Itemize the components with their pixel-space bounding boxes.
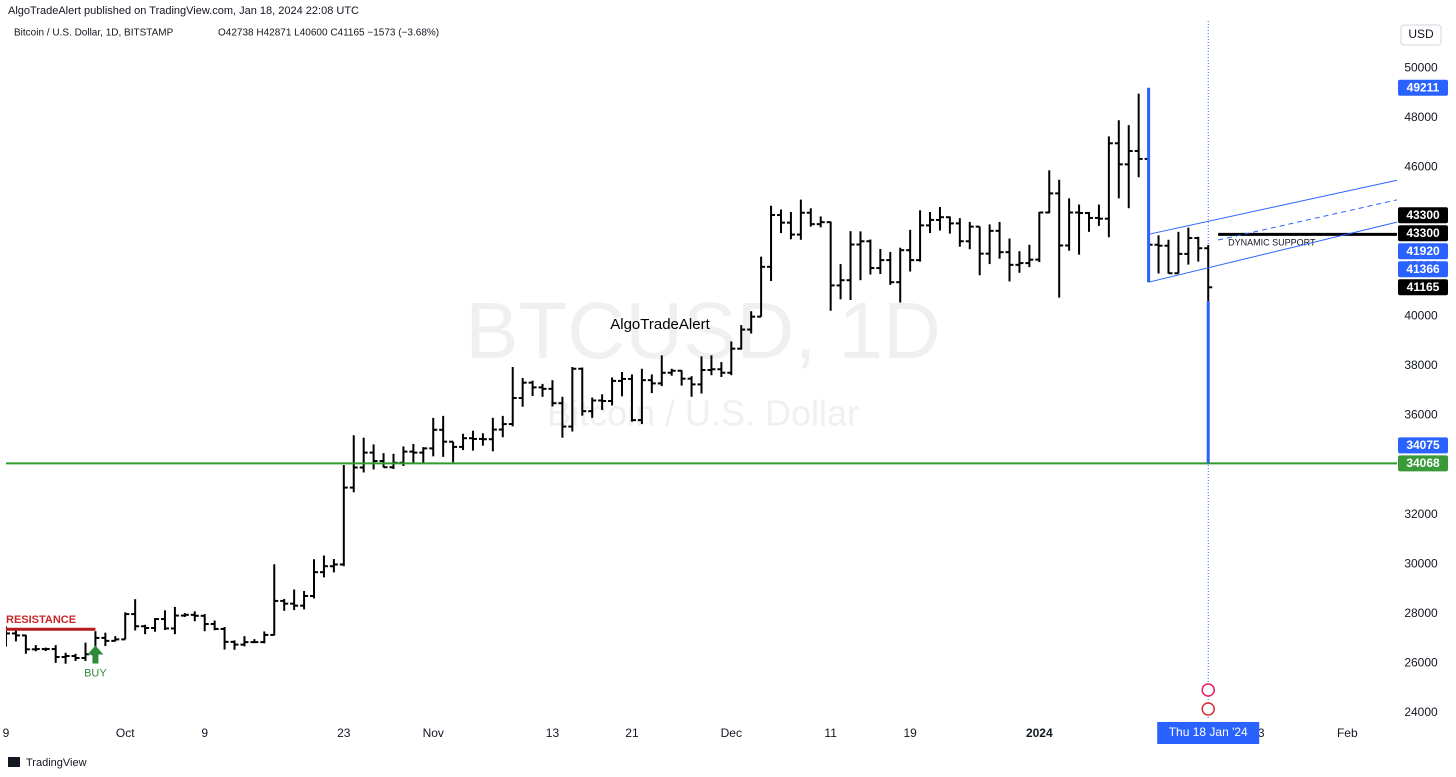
price-label-box xyxy=(1398,79,1448,96)
y-tick-label: 28000 xyxy=(1404,606,1438,620)
price-label: 41366 xyxy=(1406,262,1440,276)
drawing-line xyxy=(1148,221,1397,283)
watermark: BTCUSD, 1D xyxy=(465,286,941,375)
price-label: 49211 xyxy=(1407,80,1440,94)
y-tick-label: 40000 xyxy=(1404,308,1438,322)
event-icon xyxy=(1201,683,1215,697)
buy-label: BUY xyxy=(84,667,107,679)
price-label: 41165 xyxy=(1407,280,1440,294)
price-label: 41920 xyxy=(1406,244,1440,258)
y-tick-label: 36000 xyxy=(1404,408,1438,422)
ohlc-legend: O42738 H42871 L40600 C41165 −1573 (−3.68… xyxy=(218,28,439,39)
price-label-box xyxy=(1398,243,1448,260)
currency-box[interactable] xyxy=(1400,24,1442,46)
y-tick-label: 30000 xyxy=(1404,556,1438,570)
watermark-subtitle: Bitcoin / U.S. Dollar xyxy=(547,393,859,434)
x-tick-label: 19 xyxy=(903,726,917,740)
drawing-line xyxy=(1218,199,1397,241)
x-tick-label: Feb xyxy=(1337,726,1358,740)
y-tick-label: 50000 xyxy=(1404,60,1438,74)
x-tick-label: 2024 xyxy=(1026,726,1053,740)
y-tick-label: 24000 xyxy=(1404,705,1438,719)
price-label-box xyxy=(1398,437,1448,454)
y-tick-label: 46000 xyxy=(1404,160,1438,174)
price-label-box xyxy=(1398,455,1448,472)
price-label: 43300 xyxy=(1406,208,1440,222)
x-tick-label: Oct xyxy=(116,726,135,740)
price-label-box xyxy=(1398,261,1448,278)
y-tick-label: 26000 xyxy=(1404,656,1438,670)
publisher: AlgoTradeAlert published on TradingView.… xyxy=(8,5,359,17)
x-tick-label: 9 xyxy=(3,726,10,740)
price-label-box xyxy=(1398,207,1448,224)
price-label-box xyxy=(1398,279,1448,296)
price-label: 43300 xyxy=(1406,226,1440,240)
drawing-label: DYNAMIC SUPPORT xyxy=(1228,238,1316,248)
x-tick-label: 13 xyxy=(546,726,560,740)
currency[interactable]: USD xyxy=(1408,27,1434,41)
tv-logo xyxy=(8,757,20,767)
crosshair-label-box xyxy=(1157,722,1260,744)
x-tick-label: Dec xyxy=(721,726,742,740)
y-tick-label: 38000 xyxy=(1404,358,1438,372)
drawing-label: RESISTANCE xyxy=(6,614,76,626)
x-tick-label: 23 xyxy=(337,726,351,740)
y-tick-label: 32000 xyxy=(1404,507,1438,521)
x-tick-label: Nov xyxy=(423,726,444,740)
annotation: AlgoTradeAlert xyxy=(610,316,710,333)
y-tick-label: 48000 xyxy=(1404,110,1438,124)
price-label: 34075 xyxy=(1406,438,1440,452)
x-tick-label: 21 xyxy=(625,726,639,740)
buy-arrow xyxy=(87,645,104,664)
plot-area: RESISTANCE DYNAMIC SUPPORT xyxy=(6,20,1397,720)
x-tick-label: 11 xyxy=(824,726,837,740)
drawing-line xyxy=(1148,179,1397,235)
x-tick-label: 9 xyxy=(201,726,208,740)
price-label-box xyxy=(1398,225,1448,242)
symbol-title: Bitcoin / U.S. Dollar, 1D, BITSTAMP xyxy=(14,28,174,39)
footer: TradingView xyxy=(26,757,87,769)
event-icon xyxy=(1201,702,1215,716)
price-label: 34068 xyxy=(1406,456,1440,470)
crosshair-label: Thu 18 Jan '24 xyxy=(1169,725,1248,739)
